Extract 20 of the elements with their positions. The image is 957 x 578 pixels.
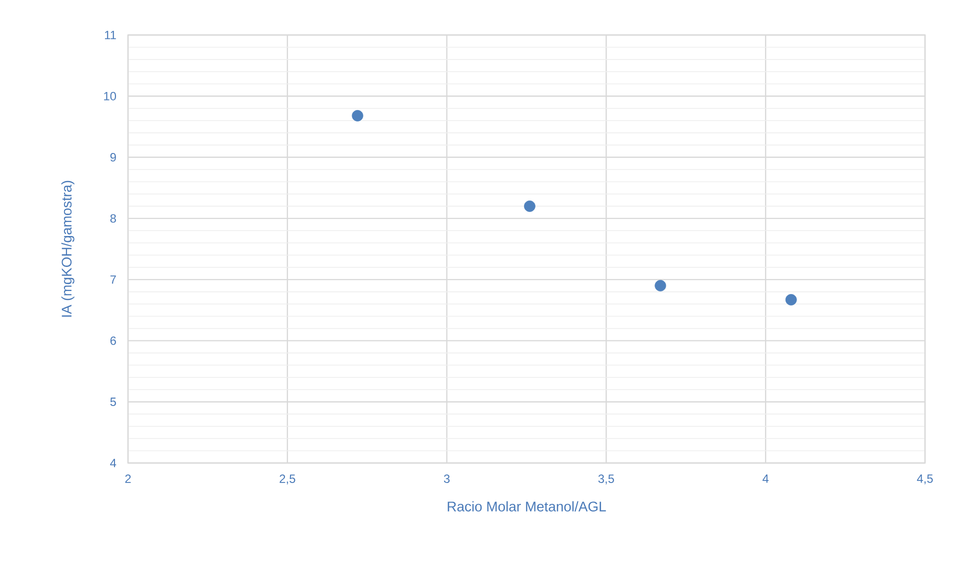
point <box>352 110 364 122</box>
x-tick-label: 2 <box>125 474 131 483</box>
x-tick-label: 3 <box>444 474 450 483</box>
x-tick-label: 2,5 <box>280 474 296 484</box>
y-tick-label: 10 <box>104 92 116 100</box>
x-axis-title: Racio Molar Metanol/AGL <box>448 501 606 512</box>
point <box>785 294 797 306</box>
point <box>654 280 666 292</box>
y-tick-label: 7 <box>110 275 116 284</box>
x-tick-label: 4 <box>762 474 769 483</box>
y-axis-title: IA (mgKOH/gamostra) <box>61 180 74 317</box>
point <box>524 200 536 212</box>
y-tick-label: 11 <box>104 30 116 40</box>
y-tick-label: 4 <box>110 458 116 468</box>
y-tick-label: 5 <box>110 398 116 406</box>
y-tick-label: 8 <box>110 214 116 223</box>
y-tick-label: 9 <box>110 153 116 162</box>
y-tick-label: 6 <box>110 336 116 345</box>
x-tick-label: 3,5 <box>598 474 614 484</box>
x-tick-label: 4,5 <box>916 474 933 484</box>
